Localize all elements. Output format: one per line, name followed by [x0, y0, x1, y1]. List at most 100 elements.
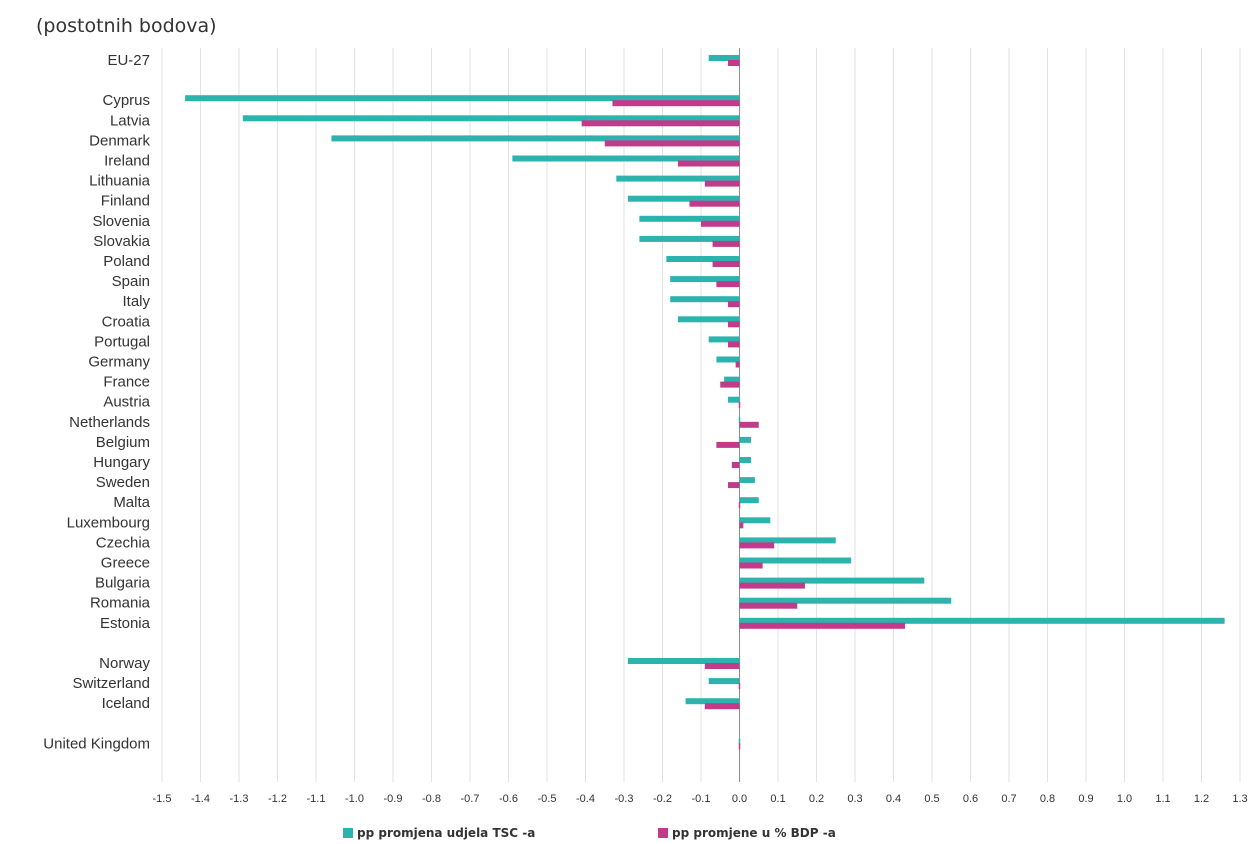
x-tick-label: -1.1: [307, 793, 326, 805]
category-label-ireland: Ireland: [104, 153, 150, 170]
bar-tsc-eu-27: [708, 55, 740, 61]
bar-bdp-netherlands: [739, 421, 759, 428]
bar-bdp-eu-27: [727, 60, 740, 66]
category-label-finland: Finland: [101, 193, 150, 210]
bar-bdp-ireland: [677, 160, 740, 167]
bar-tsc-croatia: [677, 316, 740, 323]
bar-tsc-slovenia: [639, 215, 740, 222]
bar-tsc-ireland: [512, 155, 740, 162]
bar-bdp-luxembourg: [739, 522, 744, 529]
bar-tsc-bulgaria: [739, 577, 925, 584]
category-label-czechia: Czechia: [96, 534, 151, 551]
bar-bdp-sweden: [727, 482, 740, 489]
x-tick-label: 1.1: [1155, 793, 1170, 805]
bar-bdp-croatia: [727, 321, 740, 328]
bar-tsc-slovakia: [639, 235, 740, 242]
category-label-romania: Romania: [90, 595, 151, 612]
bar-tsc-denmark: [331, 135, 740, 142]
bar-tsc-portugal: [708, 336, 740, 343]
bar-tsc-iceland: [685, 698, 740, 705]
x-tick-label: -1.2: [268, 793, 287, 805]
x-tick-label: -0.3: [615, 793, 634, 805]
bar-tsc-italy: [670, 296, 740, 303]
bar-tsc-malta: [739, 497, 759, 504]
bar-bdp-belgium: [716, 441, 740, 448]
category-label-cyprus: Cyprus: [102, 92, 150, 109]
category-labels: EU-27 Cyprus Latvia Denmark Ireland Lithuania…: [43, 52, 150, 752]
bar-tsc-belgium: [739, 436, 752, 443]
bar-bdp-latvia: [581, 120, 740, 127]
bar-tsc-hungary: [739, 457, 752, 463]
category-label-slovakia: Slovakia: [93, 233, 150, 250]
x-tick-label: 1.2: [1194, 793, 1209, 805]
category-label-slovenia: Slovenia: [92, 213, 150, 230]
category-label-france: France: [103, 374, 150, 391]
x-tick-label: -1.5: [153, 793, 172, 805]
x-tick-label: 0.6: [963, 793, 978, 805]
category-label-luxembourg: Luxembourg: [67, 514, 150, 531]
bar-bdp-romania: [739, 602, 798, 609]
x-tick-label: 0.8: [1040, 793, 1055, 805]
bar-tsc-finland: [627, 195, 740, 202]
bar-bdp-malta: [738, 502, 741, 509]
x-tick-label: -1.0: [345, 793, 364, 805]
bar-tsc-switzerland: [708, 678, 740, 685]
category-label-lithuania: Lithuania: [89, 173, 151, 190]
category-label-estonia: Estonia: [100, 615, 151, 632]
legend-swatch-bdp: [658, 828, 668, 838]
bar-bdp-norway: [704, 663, 740, 669]
bar-bdp-finland: [689, 200, 740, 207]
bar-bdp-italy: [727, 301, 740, 308]
category-label-bulgaria: Bulgaria: [95, 575, 151, 592]
bar-tsc-czechia: [739, 537, 836, 544]
bar-bdp-lithuania: [704, 180, 740, 187]
chart-subtitle: (postotnih bodova): [36, 15, 217, 37]
bar-bdp-iceland: [704, 703, 740, 710]
x-tick-label: 0.7: [1001, 793, 1016, 805]
category-label-spain: Spain: [112, 273, 150, 290]
bar-bdp-czechia: [739, 542, 775, 549]
category-label-latvia: Latvia: [110, 112, 151, 129]
bar-tsc-romania: [739, 597, 952, 604]
bar-tsc-luxembourg: [739, 517, 771, 524]
legend-label-bdp: pp promjene u % BDP -a: [672, 826, 836, 840]
x-tick-label: -0.8: [422, 793, 441, 805]
x-tick-label: 1.3: [1232, 793, 1247, 805]
category-label-portugal: Portugal: [94, 333, 150, 350]
bar-tsc-norway: [627, 658, 740, 664]
bar-tsc-lithuania: [616, 175, 740, 182]
x-tick-label: -0.2: [653, 793, 672, 805]
legend: pp promjena udjela TSC -a pp promjene u …: [343, 826, 836, 840]
bar-tsc-poland: [666, 256, 740, 262]
category-label-germany: Germany: [88, 354, 150, 371]
bar-tsc-spain: [670, 276, 740, 283]
bar-tsc-sweden: [739, 477, 755, 484]
bar-bdp-cyprus: [612, 100, 740, 107]
category-label-eu-27: EU-27: [107, 52, 150, 69]
x-tick-label: 0.5: [924, 793, 939, 805]
category-label-italy: Italy: [122, 293, 150, 310]
bar-bdp-slovakia: [712, 240, 740, 247]
x-tick-label: -0.5: [538, 793, 557, 805]
bar-bdp-slovenia: [701, 220, 740, 227]
x-tick-label: -0.9: [384, 793, 403, 805]
bar-tsc-netherlands: [738, 416, 741, 423]
category-label-sweden: Sweden: [96, 474, 150, 491]
x-tick-label: -0.7: [461, 793, 480, 805]
category-label-hungary: Hungary: [93, 454, 150, 471]
category-label-iceland: Iceland: [102, 695, 150, 712]
x-tick-label: -1.4: [191, 793, 210, 805]
bar-bdp-france: [720, 381, 740, 388]
bar-tsc-austria: [727, 396, 740, 403]
category-label-belgium: Belgium: [96, 434, 150, 451]
category-label-greece: Greece: [101, 555, 150, 572]
x-tick-label: -1.3: [230, 793, 249, 805]
x-tick-label: 0.4: [886, 793, 901, 805]
bar-tsc-greece: [739, 557, 852, 564]
bar-bdp-portugal: [727, 341, 740, 348]
category-label-croatia: Croatia: [102, 313, 151, 330]
bar-tsc-estonia: [739, 617, 1225, 624]
category-label-austria: Austria: [103, 394, 150, 411]
bar-bdp-united-kingdom: [738, 743, 741, 750]
category-label-malta: Malta: [113, 494, 150, 511]
